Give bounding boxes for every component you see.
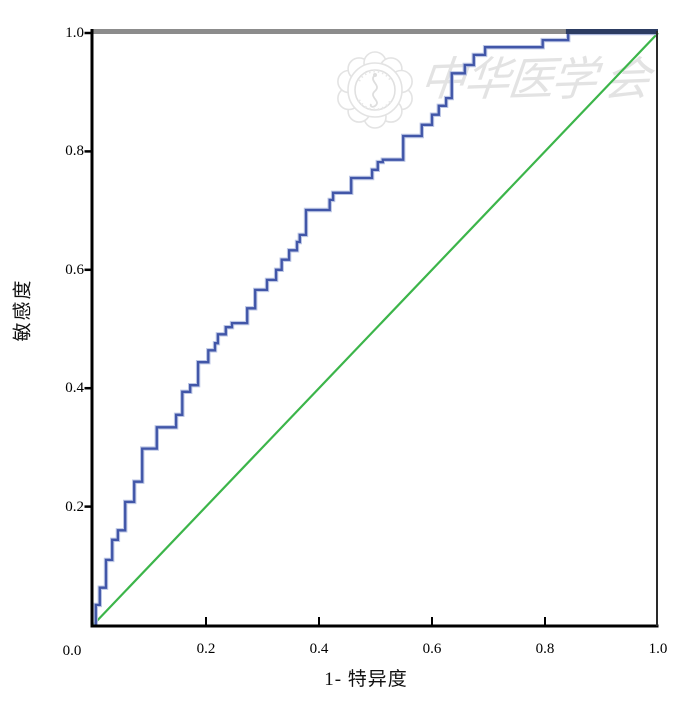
roc-curve: [94, 31, 658, 625]
cma-logo-badge-icon: [337, 51, 413, 129]
reference-diagonal-line: [92, 32, 659, 626]
